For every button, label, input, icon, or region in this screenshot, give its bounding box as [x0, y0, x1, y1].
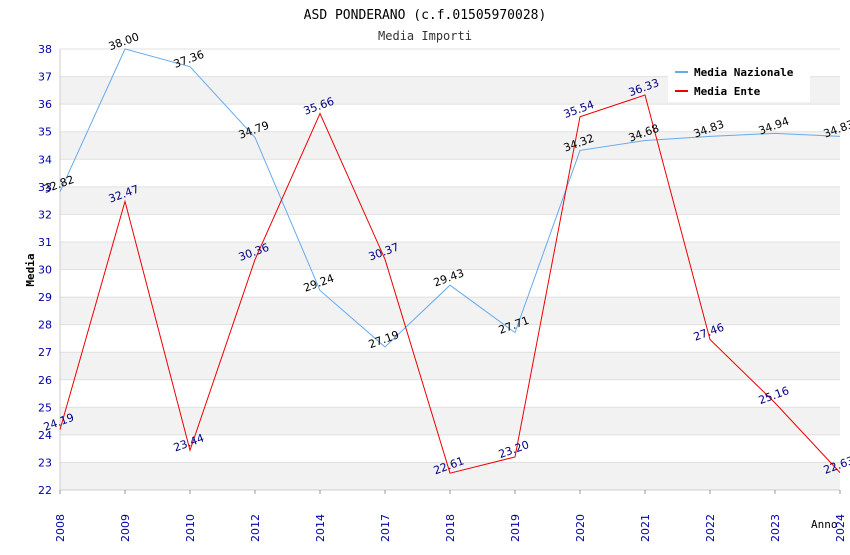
chart-title: ASD PONDERANO (c.f.01505970028) — [304, 8, 547, 23]
y-tick-label: 36 — [38, 98, 52, 111]
x-tick-label: 2014 — [314, 514, 327, 542]
y-tick-label: 30 — [38, 264, 52, 277]
y-tick-label: 31 — [38, 236, 52, 249]
legend-box — [668, 58, 810, 102]
grid-band — [60, 241, 840, 270]
grid-band — [60, 352, 840, 380]
grid-band — [60, 462, 840, 490]
y-tick-label: 25 — [38, 401, 52, 414]
y-tick-label: 38 — [38, 43, 52, 56]
x-tick-label: 2019 — [509, 514, 522, 542]
y-tick-label: 35 — [38, 126, 52, 139]
y-tick-label: 28 — [38, 319, 52, 332]
y-tick-label: 37 — [38, 71, 52, 84]
grid-band — [60, 269, 840, 298]
x-tick-label: 2010 — [184, 514, 197, 542]
x-tick-label: 2023 — [769, 514, 782, 542]
legend-label: Media Ente — [694, 85, 761, 98]
y-axis-label: Media — [24, 253, 37, 286]
y-tick-label: 26 — [38, 374, 52, 387]
series-line-media-nazionale — [59, 48, 841, 348]
x-axis-label: Anno — [811, 518, 838, 531]
x-tick-label: 2008 — [54, 514, 67, 542]
x-tick-label: 2021 — [639, 514, 652, 542]
y-tick-label: 34 — [38, 153, 52, 166]
chart-subtitle: Media Importi — [378, 29, 472, 43]
series-line-media-ente — [59, 94, 841, 474]
grid-band — [60, 214, 840, 242]
x-tick-label: 2012 — [249, 514, 262, 542]
grid-band — [60, 186, 840, 215]
y-tick-label: 29 — [38, 291, 52, 304]
x-tick-label: 2017 — [379, 514, 392, 542]
grid-band — [60, 379, 840, 408]
y-tick-label: 24 — [38, 429, 52, 442]
y-tick-label: 22 — [38, 484, 52, 497]
x-tick-label: 2024 — [834, 514, 847, 542]
x-tick-label: 2020 — [574, 514, 587, 542]
y-tick-label: 32 — [38, 208, 52, 221]
grid-band — [60, 407, 840, 435]
grid-band — [60, 159, 840, 187]
legend-label: Media Nazionale — [694, 66, 794, 79]
y-tick-label: 23 — [38, 456, 52, 469]
y-tick-label: 27 — [38, 346, 52, 359]
x-tick-label: 2022 — [704, 514, 717, 542]
grid-band — [60, 297, 840, 325]
y-tick-label: 33 — [38, 181, 52, 194]
x-tick-label: 2009 — [119, 514, 132, 542]
grid-band — [60, 104, 840, 132]
x-tick-label: 2018 — [444, 514, 457, 542]
